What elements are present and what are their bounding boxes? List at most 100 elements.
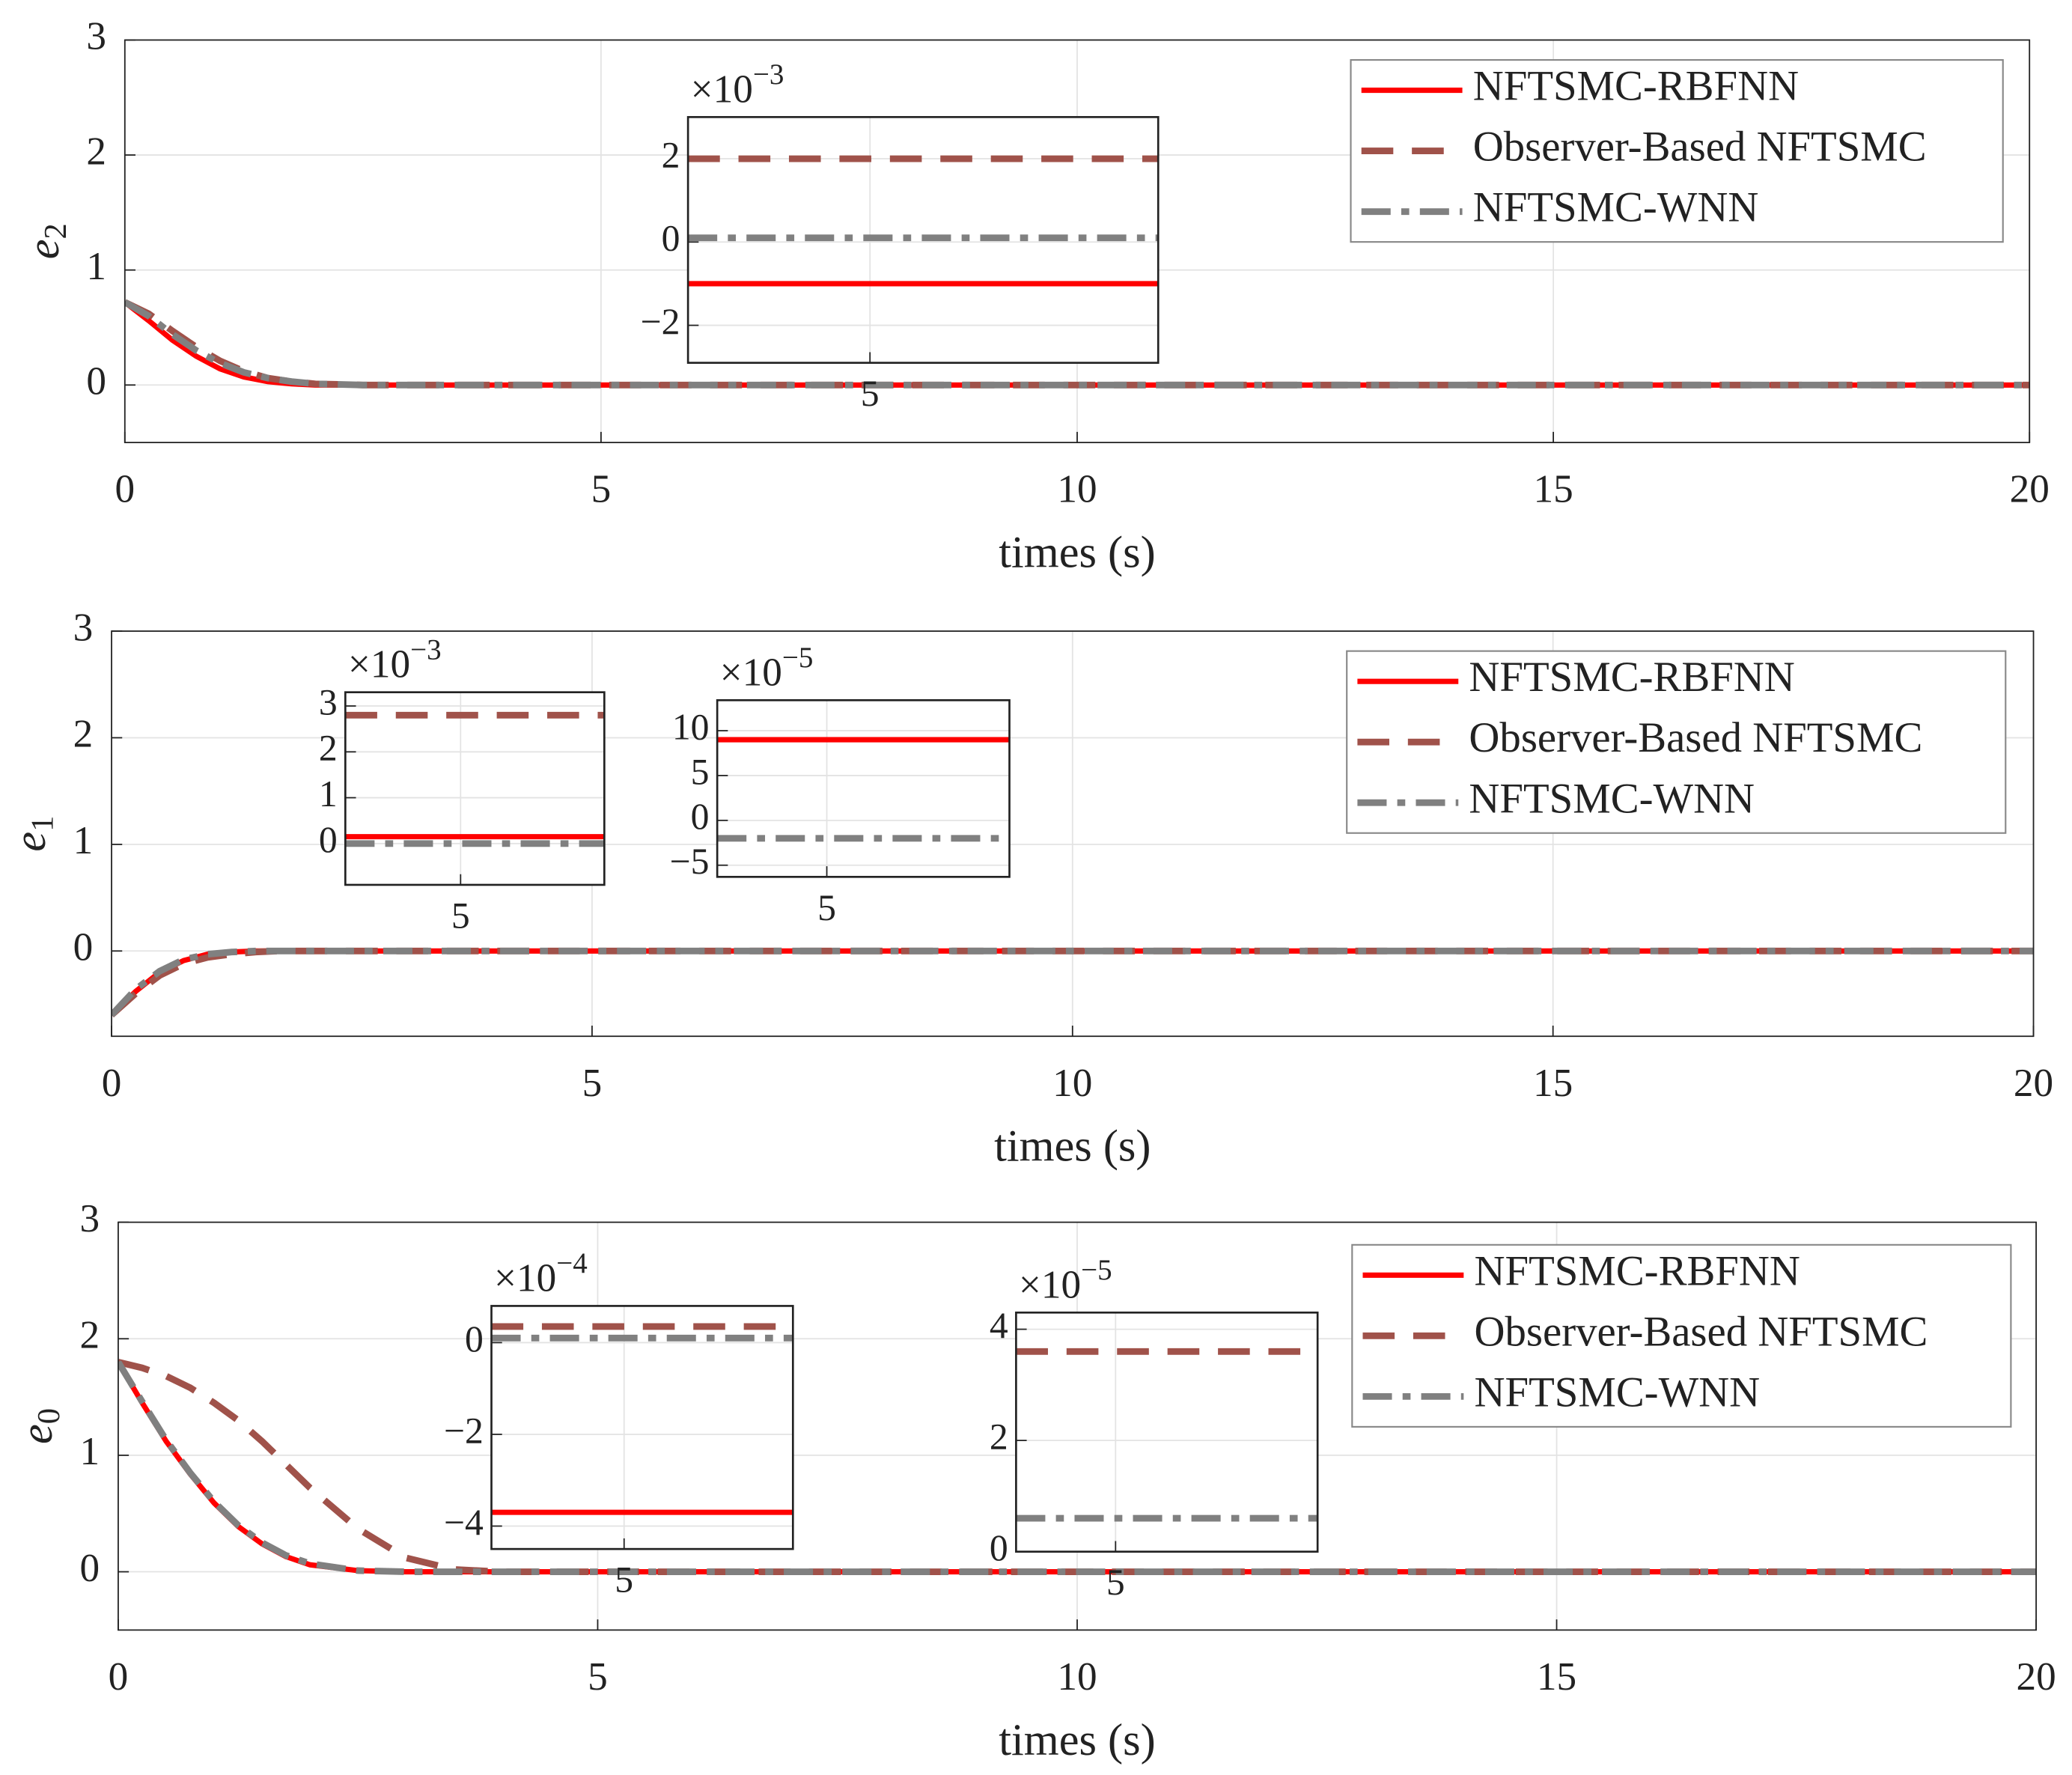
legend-label: NFTSMC-WNN bbox=[1475, 1368, 1761, 1416]
y-tick-label: 0 bbox=[79, 1546, 100, 1590]
exponent-label: ×10−3 bbox=[348, 633, 442, 686]
legend-label: Observer-Based NFTSMC bbox=[1469, 714, 1922, 761]
y-axis-label-subscript: 0 bbox=[31, 1408, 67, 1424]
x-tick-label: 5 bbox=[582, 1061, 603, 1105]
exponent-label: ×10−4 bbox=[494, 1247, 588, 1300]
y-axis-label-base: e bbox=[12, 1424, 62, 1444]
x-tick-label: 5 bbox=[615, 1559, 633, 1601]
x-tick-label: 15 bbox=[1537, 1654, 1576, 1699]
y-tick-label: 3 bbox=[86, 14, 106, 58]
y-tick-label: 10 bbox=[672, 706, 710, 747]
exponent-base: ×10 bbox=[720, 651, 782, 695]
y-axis-label: e2 bbox=[19, 223, 73, 259]
y-tick-label: 0 bbox=[73, 925, 94, 969]
y-tick-label: 0 bbox=[86, 359, 106, 404]
legend-label: Observer-Based NFTSMC bbox=[1473, 124, 1927, 171]
series-line bbox=[118, 1359, 2037, 1575]
y-axis-label-subscript: 2 bbox=[38, 223, 73, 239]
x-tick-label: 10 bbox=[1057, 467, 1097, 511]
axes-border bbox=[118, 1221, 2037, 1631]
y-tick-label: −5 bbox=[670, 841, 710, 882]
x-tick-label: 20 bbox=[2016, 1654, 2056, 1699]
y-tick-label: 0 bbox=[319, 819, 338, 860]
y-tick-label: 4 bbox=[990, 1305, 1008, 1346]
x-tick-label: 10 bbox=[1052, 1061, 1092, 1105]
y-tick-label: 1 bbox=[79, 1429, 100, 1473]
x-tick-label: 15 bbox=[1534, 467, 1573, 511]
legend-label: NFTSMC-WNN bbox=[1469, 775, 1755, 822]
inset-background bbox=[345, 692, 605, 885]
exponent-base: ×10 bbox=[494, 1256, 556, 1300]
x-tick-label: 5 bbox=[588, 1654, 608, 1699]
x-tick-label: 5 bbox=[861, 373, 880, 414]
y-tick-label: −2 bbox=[641, 301, 680, 342]
x-tick-label: 5 bbox=[817, 887, 836, 928]
y-tick-label: 3 bbox=[73, 605, 94, 649]
inset-border bbox=[1015, 1311, 1319, 1553]
series-line bbox=[124, 299, 2030, 389]
y-tick-label: 0 bbox=[662, 218, 680, 259]
legend-label: NFTSMC-RBFNN bbox=[1473, 63, 1799, 110]
x-axis-label: times (s) bbox=[994, 1121, 1151, 1172]
exponent-label: ×10−3 bbox=[691, 58, 784, 112]
inset-border bbox=[490, 1305, 794, 1550]
y-tick-label: 3 bbox=[79, 1196, 100, 1240]
y-tick-label: 2 bbox=[73, 712, 94, 756]
exponent-power: −5 bbox=[782, 642, 814, 674]
inset-background bbox=[491, 1306, 793, 1550]
y-axis-label-base: e bbox=[5, 832, 55, 852]
series-line bbox=[118, 1360, 2037, 1575]
exponent-power: −5 bbox=[1081, 1254, 1112, 1286]
x-tick-label: 15 bbox=[1533, 1061, 1573, 1105]
y-tick-label: 2 bbox=[662, 134, 680, 175]
y-tick-label: 1 bbox=[86, 244, 106, 288]
inset-background bbox=[1016, 1312, 1318, 1552]
axes-border bbox=[124, 39, 2031, 443]
x-axis-label: times (s) bbox=[999, 528, 1155, 578]
exponent-base: ×10 bbox=[691, 67, 753, 112]
legend-label: NFTSMC-RBFNN bbox=[1469, 654, 1794, 701]
x-tick-label: 0 bbox=[102, 1061, 122, 1105]
exponent-power: −4 bbox=[556, 1247, 588, 1279]
exponent-base: ×10 bbox=[1019, 1263, 1081, 1307]
legend-label: NFTSMC-WNN bbox=[1473, 184, 1759, 231]
exponent-label: ×10−5 bbox=[720, 642, 814, 695]
x-tick-label: 5 bbox=[591, 467, 612, 511]
y-axis-label: e0 bbox=[12, 1408, 67, 1444]
exponent-label: ×10−5 bbox=[1019, 1254, 1112, 1307]
y-axis-label: e1 bbox=[5, 816, 60, 852]
x-tick-label: 0 bbox=[109, 1654, 129, 1699]
series-line bbox=[112, 947, 2034, 1017]
x-tick-label: 5 bbox=[1106, 1562, 1125, 1603]
x-axis-label: times (s) bbox=[999, 1715, 1155, 1765]
y-tick-label: −4 bbox=[444, 1502, 484, 1543]
exponent-power: −3 bbox=[753, 58, 784, 91]
y-tick-label: 0 bbox=[691, 796, 710, 837]
inset-border bbox=[686, 116, 1160, 364]
y-tick-label: 0 bbox=[465, 1318, 484, 1360]
y-tick-label: 5 bbox=[691, 751, 710, 792]
x-tick-label: 5 bbox=[451, 895, 470, 936]
inset-border bbox=[716, 698, 1011, 878]
y-axis-label-base: e bbox=[19, 240, 69, 260]
y-tick-label: 1 bbox=[73, 818, 94, 862]
inset-border bbox=[344, 691, 606, 886]
y-tick-label: 2 bbox=[86, 129, 106, 173]
y-tick-label: 3 bbox=[319, 681, 338, 722]
legend-label: NFTSMC-RBFNN bbox=[1475, 1247, 1800, 1294]
y-tick-label: 0 bbox=[990, 1527, 1008, 1568]
legend-label: Observer-Based NFTSMC bbox=[1475, 1308, 1928, 1355]
y-tick-label: 2 bbox=[79, 1312, 100, 1357]
x-tick-label: 10 bbox=[1057, 1654, 1097, 1699]
y-axis-label-subscript: 1 bbox=[25, 816, 60, 832]
y-tick-label: 1 bbox=[319, 773, 338, 815]
x-tick-label: 0 bbox=[115, 467, 135, 511]
inset-background bbox=[717, 700, 1010, 877]
axes-border bbox=[111, 630, 2035, 1038]
exponent-power: −3 bbox=[410, 633, 442, 666]
exponent-base: ×10 bbox=[348, 642, 410, 686]
y-tick-label: 2 bbox=[319, 728, 338, 769]
x-tick-label: 20 bbox=[2010, 467, 2050, 511]
